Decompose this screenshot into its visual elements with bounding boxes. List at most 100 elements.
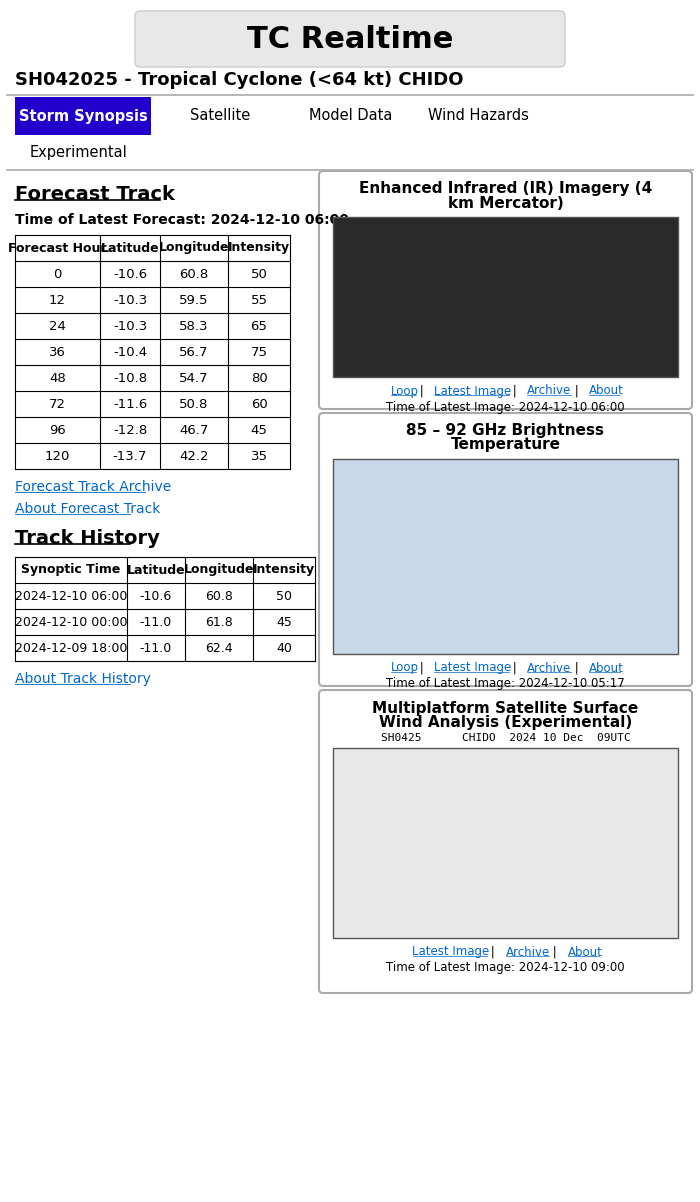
Bar: [333, 459, 678, 654]
Text: 48: 48: [49, 371, 66, 385]
Text: Wind Analysis (Experimental): Wind Analysis (Experimental): [379, 714, 632, 730]
Text: -12.8: -12.8: [113, 423, 147, 436]
Text: |: |: [570, 385, 582, 398]
Text: SH042025 - Tropical Cyclone (<64 kt) CHIDO: SH042025 - Tropical Cyclone (<64 kt) CHI…: [15, 71, 463, 89]
Text: 96: 96: [49, 423, 66, 436]
Text: Model Data: Model Data: [309, 108, 392, 124]
Text: Time of Latest Image: 2024-12-10 06:00: Time of Latest Image: 2024-12-10 06:00: [386, 400, 625, 413]
Bar: [333, 748, 678, 938]
Text: -10.3: -10.3: [113, 293, 147, 307]
Text: TC Realtime: TC Realtime: [247, 24, 453, 54]
Text: -10.4: -10.4: [113, 345, 147, 358]
Text: 50: 50: [276, 589, 292, 602]
Text: Latest Image: Latest Image: [434, 661, 512, 674]
Text: -11.6: -11.6: [113, 398, 147, 411]
Text: Loop: Loop: [391, 661, 419, 674]
Text: 46.7: 46.7: [179, 423, 209, 436]
Text: -11.0: -11.0: [140, 615, 172, 629]
Text: Forecast Track: Forecast Track: [15, 185, 175, 204]
Text: |: |: [416, 385, 427, 398]
Text: SH0425      CHIDO  2024 10 Dec  09UTC: SH0425 CHIDO 2024 10 Dec 09UTC: [381, 733, 631, 743]
Text: Archive: Archive: [527, 661, 571, 674]
Text: -10.3: -10.3: [113, 320, 147, 333]
Text: 54.7: 54.7: [179, 371, 209, 385]
Text: About: About: [589, 385, 624, 398]
Text: 45: 45: [251, 423, 267, 436]
Text: About Track History: About Track History: [15, 672, 151, 686]
Text: Time of Latest Image: 2024-12-10 05:17: Time of Latest Image: 2024-12-10 05:17: [386, 678, 625, 690]
Text: Forecast Hour: Forecast Hour: [8, 242, 106, 255]
FancyBboxPatch shape: [135, 11, 565, 67]
Text: -10.6: -10.6: [140, 589, 172, 602]
Text: |: |: [509, 385, 520, 398]
Text: About: About: [589, 661, 624, 674]
Text: |: |: [549, 946, 561, 958]
Text: 50: 50: [251, 268, 267, 280]
Text: Latitude: Latitude: [101, 242, 160, 255]
Bar: [15, 97, 151, 135]
Text: 65: 65: [251, 320, 267, 333]
Text: 59.5: 59.5: [179, 293, 209, 307]
Text: 45: 45: [276, 615, 292, 629]
Text: Intensity: Intensity: [253, 564, 315, 577]
Text: About Forecast Track: About Forecast Track: [15, 502, 160, 516]
Text: Forecast Track Archive: Forecast Track Archive: [15, 480, 172, 494]
Text: -11.0: -11.0: [140, 642, 172, 655]
Text: Track History: Track History: [15, 530, 160, 548]
Text: 58.3: 58.3: [179, 320, 209, 333]
Text: Latitude: Latitude: [127, 564, 186, 577]
Text: 50.8: 50.8: [179, 398, 209, 411]
Text: 42.2: 42.2: [179, 450, 209, 463]
Text: 56.7: 56.7: [179, 345, 209, 358]
Text: Latest Image: Latest Image: [412, 946, 490, 958]
Text: Longitude: Longitude: [159, 242, 230, 255]
Text: Enhanced Infrared (IR) Imagery (4: Enhanced Infrared (IR) Imagery (4: [359, 182, 652, 196]
Text: -10.8: -10.8: [113, 371, 147, 385]
Text: 2024-12-09 18:00: 2024-12-09 18:00: [15, 642, 127, 655]
Text: |: |: [416, 661, 427, 674]
Text: 55: 55: [251, 293, 267, 307]
Text: 35: 35: [251, 450, 267, 463]
Text: Archive: Archive: [527, 385, 571, 398]
Text: 2024-12-10 00:00: 2024-12-10 00:00: [15, 615, 127, 629]
Text: Time of Latest Forecast: 2024-12-10 06:00: Time of Latest Forecast: 2024-12-10 06:0…: [15, 213, 349, 227]
Text: |: |: [509, 661, 520, 674]
Bar: [333, 218, 678, 377]
Text: 85 – 92 GHz Brightness: 85 – 92 GHz Brightness: [407, 423, 605, 439]
FancyBboxPatch shape: [319, 690, 692, 993]
Text: 72: 72: [49, 398, 66, 411]
Text: Experimental: Experimental: [30, 144, 127, 160]
Text: 40: 40: [276, 642, 292, 655]
Text: Latest Image: Latest Image: [434, 385, 512, 398]
Text: Wind Hazards: Wind Hazards: [428, 108, 528, 124]
Text: 75: 75: [251, 345, 267, 358]
FancyBboxPatch shape: [319, 171, 692, 409]
Text: 62.4: 62.4: [205, 642, 233, 655]
Text: -13.7: -13.7: [113, 450, 147, 463]
Text: |: |: [570, 661, 582, 674]
Text: Temperature: Temperature: [451, 438, 561, 452]
Text: -10.6: -10.6: [113, 268, 147, 280]
Text: 2024-12-10 06:00: 2024-12-10 06:00: [15, 589, 127, 602]
Text: 12: 12: [49, 293, 66, 307]
Text: Archive: Archive: [505, 946, 550, 958]
Text: Loop: Loop: [391, 385, 419, 398]
Text: Intensity: Intensity: [228, 242, 290, 255]
Text: About: About: [568, 946, 603, 958]
Text: Longitude: Longitude: [183, 564, 254, 577]
Text: Storm Synopsis: Storm Synopsis: [19, 108, 148, 124]
Text: 60.8: 60.8: [179, 268, 209, 280]
Text: 80: 80: [251, 371, 267, 385]
Text: 61.8: 61.8: [205, 615, 233, 629]
Text: 60.8: 60.8: [205, 589, 233, 602]
Text: Satellite: Satellite: [190, 108, 251, 124]
Text: 120: 120: [45, 450, 70, 463]
Text: 0: 0: [53, 268, 62, 280]
Text: |: |: [487, 946, 498, 958]
Text: Synoptic Time: Synoptic Time: [21, 564, 120, 577]
Text: km Mercator): km Mercator): [447, 196, 564, 210]
Text: Multiplatform Satellite Surface: Multiplatform Satellite Surface: [372, 701, 638, 715]
Text: 36: 36: [49, 345, 66, 358]
Text: 60: 60: [251, 398, 267, 411]
FancyBboxPatch shape: [319, 413, 692, 686]
